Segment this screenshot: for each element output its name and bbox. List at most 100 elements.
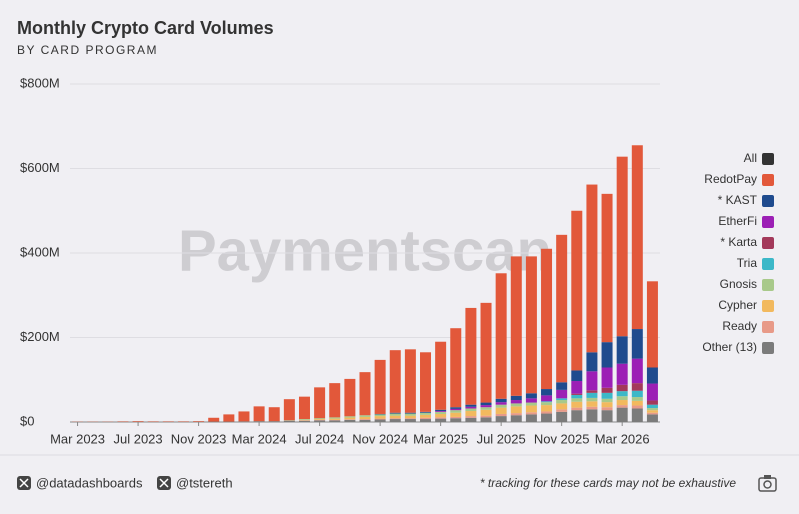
bar-segment <box>646 408 658 411</box>
bar-segment <box>571 401 583 408</box>
bar-segment <box>435 341 447 410</box>
bar-segment <box>389 418 401 420</box>
bar-segment <box>450 328 462 408</box>
bar-segment <box>329 383 341 418</box>
bar-segment <box>283 399 295 421</box>
bar-segment <box>465 411 477 417</box>
bar-segment <box>616 391 628 397</box>
bar-segment <box>631 383 643 391</box>
x-tick-label: Jul 2025 <box>477 431 526 446</box>
bar-segment <box>404 413 416 416</box>
legend-label: Ready <box>722 319 757 333</box>
bar-segment <box>495 416 507 422</box>
bar-segment <box>435 411 447 414</box>
bar-segment <box>495 413 507 417</box>
legend-label: Gnosis <box>720 277 757 291</box>
bar-segment <box>253 406 265 422</box>
bar-segment <box>420 352 432 412</box>
bar-segment <box>586 397 598 402</box>
bar-segment <box>480 407 492 410</box>
bar-segment <box>616 336 628 364</box>
bar-segment <box>465 404 477 407</box>
bar-segment <box>404 419 416 422</box>
bar-segment <box>314 419 326 420</box>
bar-segment <box>646 400 658 405</box>
bar-segment <box>420 412 432 415</box>
bar-segment <box>631 408 643 422</box>
bar-segment <box>616 384 628 392</box>
bar-segment <box>571 370 583 382</box>
bar-segment <box>586 392 598 398</box>
bar-segment <box>556 234 568 383</box>
legend-swatch <box>762 300 774 312</box>
bar-segment <box>389 350 401 413</box>
bar-segment <box>374 416 386 419</box>
bar-segment <box>646 281 658 368</box>
bar-segment <box>480 302 492 403</box>
bar-segment <box>435 417 447 419</box>
bar-segment <box>510 400 522 404</box>
bar-segment <box>238 411 250 422</box>
bar-segment <box>314 420 326 422</box>
legend-swatch <box>762 321 774 333</box>
bar-segment <box>208 417 220 422</box>
bar-segment <box>404 415 416 419</box>
bar-segment <box>389 415 401 419</box>
bar-segment <box>374 419 386 422</box>
footer-handle[interactable]: @tstereth <box>176 475 233 490</box>
bar-segment <box>586 390 598 393</box>
bar-segment <box>541 411 553 414</box>
bar-segment <box>631 145 643 330</box>
bar-segment <box>601 410 613 422</box>
bar-segment <box>344 419 356 420</box>
x-tick-label: Mar 2023 <box>50 431 105 446</box>
bar-segment <box>510 406 522 414</box>
x-tick-label: Mar 2025 <box>413 431 468 446</box>
bar-segment <box>601 342 613 368</box>
legend-label: RedotPay <box>704 172 757 186</box>
bar-segment <box>646 367 658 384</box>
bar-segment <box>314 418 326 420</box>
bar-segment <box>404 349 416 413</box>
bar-segment <box>616 405 628 408</box>
bar-segment <box>541 401 553 403</box>
bar-segment <box>450 416 462 419</box>
bar-segment <box>465 406 477 409</box>
legend-label: All <box>744 151 757 165</box>
bar-segment <box>510 395 522 401</box>
x-tick-label: Jul 2024 <box>295 431 344 446</box>
camera-icon[interactable] <box>758 475 777 492</box>
legend-swatch <box>762 153 774 165</box>
bar-segment <box>510 403 522 407</box>
bar-segment <box>601 402 613 408</box>
bar-segment <box>374 359 386 414</box>
bar-segment <box>404 418 416 420</box>
chart-title: Monthly Crypto Card Volumes <box>17 18 274 38</box>
bar-segment <box>616 363 628 385</box>
bar-segment <box>541 413 553 422</box>
bar-segment <box>571 394 583 399</box>
bar-segment <box>238 421 250 422</box>
bar-segment <box>541 405 553 412</box>
bar-segment <box>495 402 507 405</box>
bar-segment <box>525 414 537 422</box>
footer-handle[interactable]: @datadashboards <box>36 475 143 490</box>
bar-segment <box>329 418 341 420</box>
bar-segment <box>646 410 658 413</box>
x-tick-label: Mar 2026 <box>595 431 650 446</box>
bar-segment <box>450 408 462 411</box>
bar-segment <box>586 409 598 422</box>
legend-swatch <box>762 195 774 207</box>
bar-segment <box>389 419 401 422</box>
bar-segment <box>495 404 507 408</box>
bar-segment <box>480 415 492 418</box>
bar-segment <box>450 407 462 409</box>
y-tick-label: $200M <box>20 329 60 344</box>
bar-segment <box>359 416 371 420</box>
bar-segment <box>586 184 598 353</box>
bar-segment <box>495 273 507 399</box>
x-tick-label: Jul 2023 <box>113 431 162 446</box>
y-tick-label: $400M <box>20 244 60 259</box>
bar-segment <box>631 329 643 359</box>
